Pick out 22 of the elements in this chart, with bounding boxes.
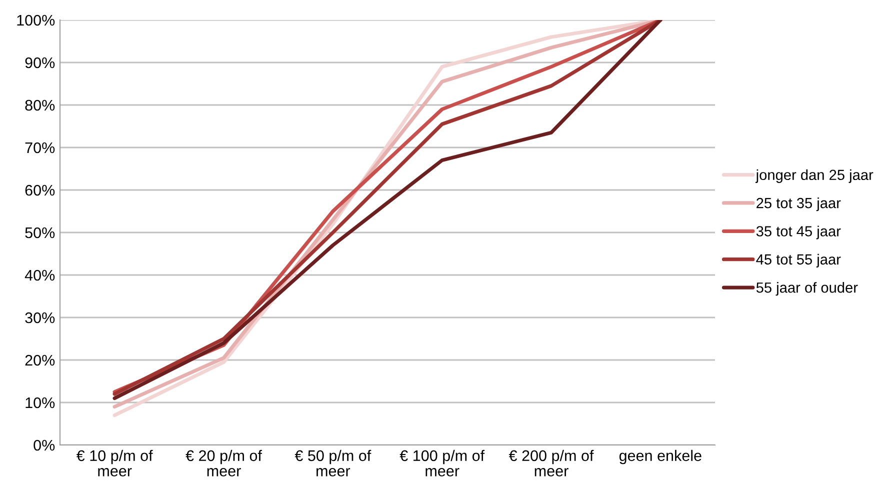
y-tick-label: 10% bbox=[26, 397, 55, 408]
y-tick-label: 70% bbox=[25, 142, 55, 154]
legend-label: 35 tot 45 jaar bbox=[756, 226, 841, 240]
y-tick-label: 30% bbox=[25, 312, 55, 324]
x-tick-label: € 50 p/m of meer bbox=[294, 450, 372, 476]
x-tick-label: € 10 p/m of meer bbox=[76, 450, 153, 476]
x-tick-label: € 20 p/m of meer bbox=[186, 450, 262, 476]
legend-label: 55 jaar of ouder bbox=[756, 282, 858, 296]
x-tick-label: geen enkele bbox=[619, 450, 702, 464]
legend-label: 25 tot 35 jaar bbox=[756, 198, 841, 212]
y-tick-label: 100% bbox=[17, 14, 55, 26]
y-tick-label: 60% bbox=[25, 184, 55, 196]
x-tick-label: € 200 p/m of meer bbox=[508, 450, 594, 476]
y-tick-label: 80% bbox=[25, 100, 55, 111]
legend-label: jonger dan 25 jaar bbox=[755, 169, 874, 183]
y-tick-label: 0% bbox=[34, 440, 55, 451]
y-tick-label: 20% bbox=[25, 354, 55, 366]
legend-label: 45 tot 55 jaar bbox=[756, 254, 841, 268]
y-tick-label: 40% bbox=[24, 270, 55, 281]
x-tick-label: € 100 p/m of meer bbox=[400, 450, 485, 476]
y-tick-label: 50% bbox=[25, 227, 55, 238]
y-tick-label: 90% bbox=[25, 57, 55, 68]
